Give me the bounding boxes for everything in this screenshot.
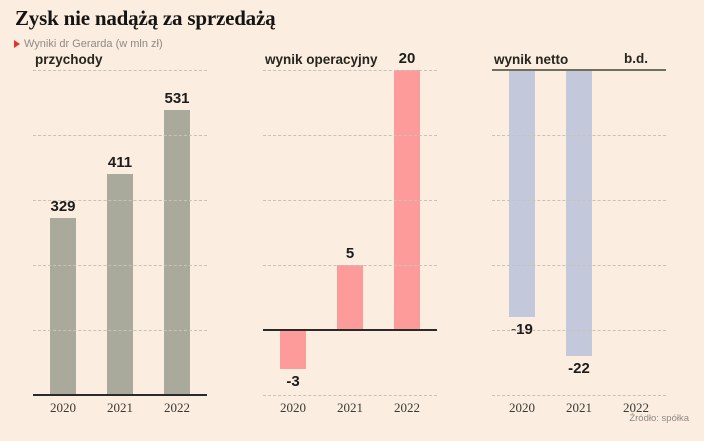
chart-title: wynik operacyjny bbox=[265, 52, 378, 67]
gridline bbox=[263, 395, 437, 396]
year-label: 2022 bbox=[394, 400, 420, 415]
source-note: Źródło: spółka bbox=[629, 413, 689, 424]
bar-2020 bbox=[280, 330, 306, 369]
subtitle: Wyniki dr Gerarda (w mln zł) bbox=[14, 38, 163, 50]
year-label: 2021 bbox=[107, 400, 133, 415]
year-label: 2020 bbox=[509, 400, 535, 415]
value-label: -3 bbox=[286, 373, 300, 390]
gridline bbox=[492, 395, 666, 396]
gridline bbox=[263, 70, 437, 71]
gridline bbox=[33, 200, 207, 201]
bar-2020 bbox=[509, 70, 535, 317]
bar-2020 bbox=[50, 218, 76, 395]
chart-title: przychody bbox=[35, 52, 103, 67]
year-label: 2021 bbox=[337, 400, 363, 415]
bar-2021 bbox=[337, 265, 363, 330]
zero-axis-line bbox=[263, 329, 437, 331]
value-label: -22 bbox=[568, 360, 590, 377]
bar-2021 bbox=[566, 70, 592, 356]
year-label: 2022 bbox=[164, 400, 190, 415]
bar-2021 bbox=[107, 174, 133, 395]
zero-axis-line bbox=[492, 69, 666, 71]
year-label: 2022 bbox=[623, 400, 649, 415]
no-data-label: b.d. bbox=[624, 51, 648, 66]
year-label: 2021 bbox=[566, 400, 592, 415]
year-label: 2020 bbox=[280, 400, 306, 415]
subtitle-text: Wyniki dr Gerarda (w mln zł) bbox=[24, 38, 163, 50]
gridline bbox=[263, 265, 437, 266]
gridline bbox=[492, 200, 666, 201]
zero-axis-line bbox=[33, 394, 207, 396]
gridline bbox=[33, 70, 207, 71]
value-label: 411 bbox=[107, 154, 133, 172]
gridline bbox=[263, 135, 437, 136]
gridline bbox=[33, 265, 207, 266]
gridline bbox=[492, 135, 666, 136]
gridline bbox=[33, 135, 207, 136]
gridline bbox=[263, 200, 437, 201]
bullet-triangle-icon bbox=[14, 40, 20, 48]
chart-title: wynik netto bbox=[494, 52, 569, 67]
chart-wynik-netto: wynik netto -19 2020 -22 2021 b.d. 2022 bbox=[492, 50, 666, 425]
value-label: 5 bbox=[345, 245, 355, 262]
chart-przychody: przychody 329 2020 411 2021 531 2022 bbox=[33, 50, 207, 425]
gridline bbox=[492, 265, 666, 266]
value-label: 329 bbox=[50, 198, 76, 216]
value-label: 531 bbox=[164, 90, 190, 107]
bar-2022 bbox=[164, 110, 190, 395]
value-label: 20 bbox=[398, 50, 416, 67]
year-label: 2020 bbox=[50, 400, 76, 415]
page-title: Zysk nie nadążą za sprzedażą bbox=[15, 6, 276, 30]
gridline bbox=[492, 330, 666, 331]
chart-wynik-operacyjny: wynik operacyjny -3 2020 5 2021 20 2022 bbox=[263, 50, 437, 425]
gridline bbox=[33, 330, 207, 331]
value-label: -19 bbox=[511, 321, 533, 338]
